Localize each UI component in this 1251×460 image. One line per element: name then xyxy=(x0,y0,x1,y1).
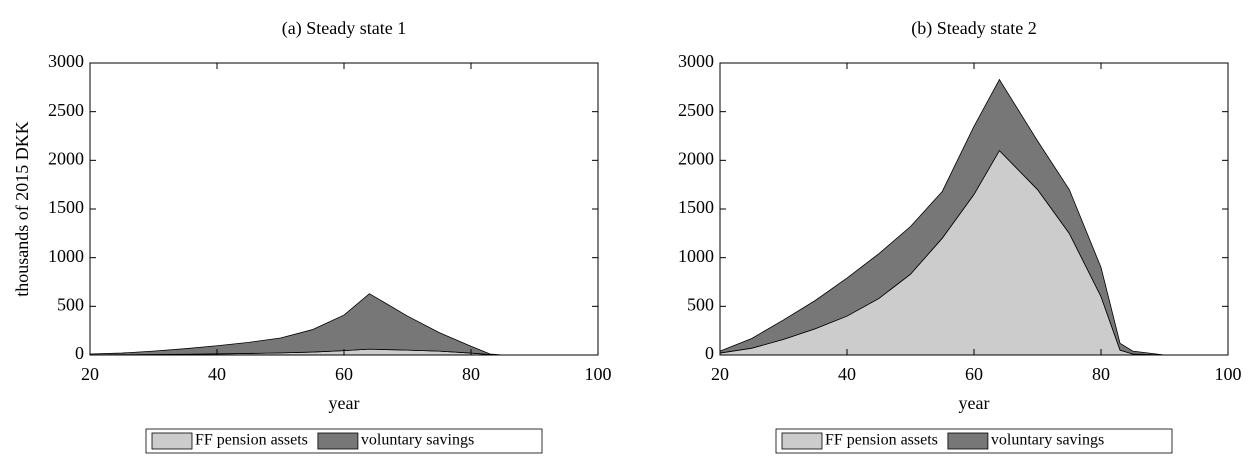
x-tick-label: 20 xyxy=(711,364,729,384)
x-tick-label: 20 xyxy=(81,364,99,384)
chart-title: (b) Steady state 2 xyxy=(911,18,1036,39)
legend-swatch xyxy=(947,432,989,450)
x-tick-label: 80 xyxy=(462,364,480,384)
legend-label: FF pension assets xyxy=(825,432,938,449)
legend-swatch xyxy=(151,432,193,450)
x-axis-label: year xyxy=(329,393,360,413)
x-tick-label: 40 xyxy=(838,364,856,384)
legend-label: voluntary savings xyxy=(991,432,1104,449)
y-tick-label: 1000 xyxy=(678,246,714,266)
x-axis-label: year xyxy=(959,393,990,413)
x-tick-label: 100 xyxy=(1215,364,1242,384)
y-tick-label: 1500 xyxy=(48,197,84,217)
x-tick-label: 60 xyxy=(335,364,353,384)
y-tick-label: 0 xyxy=(75,343,84,363)
y-axis-label: thousands of 2015 DKK xyxy=(12,121,32,297)
y-tick-label: 2500 xyxy=(678,100,714,120)
y-tick-label: 500 xyxy=(687,294,714,314)
y-tick-label: 2000 xyxy=(678,148,714,168)
legend-swatch xyxy=(781,432,823,450)
y-tick-label: 1500 xyxy=(678,197,714,217)
legend-label: voluntary savings xyxy=(361,432,474,449)
x-tick-label: 100 xyxy=(585,364,612,384)
y-tick-label: 3000 xyxy=(48,51,84,71)
axes-box xyxy=(89,62,599,356)
y-tick-label: 1000 xyxy=(48,246,84,266)
x-tick-label: 40 xyxy=(208,364,226,384)
legend-label: FF pension assets xyxy=(195,432,308,449)
y-tick-label: 2500 xyxy=(48,100,84,120)
area xyxy=(89,293,598,356)
x-tick-label: 60 xyxy=(965,364,983,384)
legend-swatch xyxy=(317,432,359,450)
y-tick-label: 0 xyxy=(705,343,714,363)
x-tick-label: 80 xyxy=(1092,364,1110,384)
y-tick-label: 500 xyxy=(57,294,84,314)
chart-title: (a) Steady state 1 xyxy=(282,18,406,39)
y-tick-label: 3000 xyxy=(678,51,714,71)
y-tick-label: 2000 xyxy=(48,148,84,168)
